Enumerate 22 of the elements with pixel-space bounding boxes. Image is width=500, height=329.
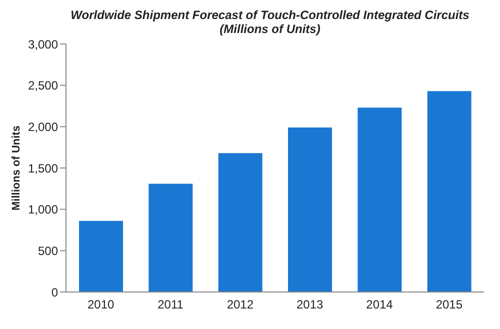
y-tick-label: 3,000 bbox=[28, 37, 58, 52]
x-tick-label: 2011 bbox=[158, 298, 184, 312]
x-tick-label: 2015 bbox=[436, 298, 463, 312]
y-tick-label: 0 bbox=[51, 285, 58, 300]
bar bbox=[288, 127, 332, 292]
bar bbox=[79, 220, 123, 292]
x-tick-label: 2013 bbox=[296, 298, 324, 312]
x-tick-label: 2014 bbox=[366, 298, 394, 312]
y-tick-label: 1,000 bbox=[28, 202, 58, 217]
y-axis-title: Millions of Units bbox=[10, 126, 22, 210]
y-tick-label: 2,000 bbox=[28, 120, 58, 134]
chart-title: Worldwide Shipment Forecast of Touch-Controlled Integrated Circuits bbox=[70, 8, 470, 22]
y-tick-label: 500 bbox=[38, 244, 58, 258]
x-tick-label: 2010 bbox=[87, 298, 115, 312]
y-tick-label: 1,500 bbox=[28, 161, 58, 176]
bar bbox=[358, 108, 402, 292]
bar bbox=[218, 153, 262, 292]
y-tick-label: 2,500 bbox=[28, 78, 58, 93]
bar bbox=[148, 184, 193, 292]
bar bbox=[427, 91, 472, 292]
x-tick-label: 2012 bbox=[226, 298, 254, 312]
chart-subtitle: (Millions of Units) bbox=[218, 22, 322, 36]
